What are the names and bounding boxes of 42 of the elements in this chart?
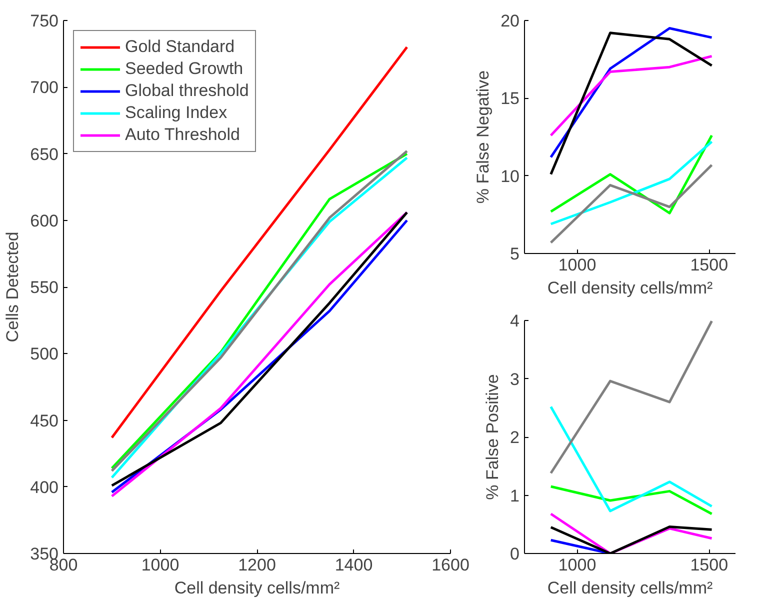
line-series xyxy=(550,54,714,137)
line-series xyxy=(550,405,714,512)
y-tick-label: 600 xyxy=(30,211,59,230)
y-tick-label: 500 xyxy=(30,344,59,364)
x-tick-label: 1500 xyxy=(690,256,728,274)
legend-label: Gold Standard xyxy=(125,37,235,57)
legend-label: Global threshold xyxy=(125,81,249,101)
legend-label: Scaling Index xyxy=(125,103,228,123)
y-tick-label: 4 xyxy=(510,312,520,330)
y-tick-label: 750 xyxy=(30,12,59,30)
x-axis-title: Cell density cells/mm² xyxy=(174,578,340,598)
x-axis-title: Cell density cells/mm² xyxy=(547,278,713,298)
y-tick-label: 1 xyxy=(510,486,520,506)
y-axis-title: % False Negative xyxy=(474,70,493,204)
line-series xyxy=(550,320,714,474)
y-tick-label: 10 xyxy=(500,166,520,186)
x-tick-label: 1000 xyxy=(141,556,180,574)
y-tick-label: 5 xyxy=(510,244,520,264)
y-tick-label: 0 xyxy=(510,544,520,564)
x-tick-label: 1000 xyxy=(558,556,596,574)
x-tick-label: 1600 xyxy=(432,556,470,574)
y-tick-label: 15 xyxy=(500,89,520,108)
y-tick-label: 2 xyxy=(510,428,520,447)
y-tick-label: 3 xyxy=(510,370,520,389)
line-series xyxy=(550,485,714,516)
x-tick-label: 1500 xyxy=(690,556,728,574)
y-tick-label: 650 xyxy=(30,144,59,164)
y-axis-title: Cells Detected xyxy=(3,232,22,342)
x-tick-label: 1200 xyxy=(238,556,276,574)
legend-label: Seeded Growth xyxy=(125,59,244,79)
line-series xyxy=(550,164,714,244)
line-series xyxy=(550,140,714,226)
x-tick-label: 1400 xyxy=(334,556,373,574)
y-tick-label: 20 xyxy=(500,12,520,30)
y-tick-label: 550 xyxy=(30,278,59,297)
legend-label: Auto Threshold xyxy=(125,125,240,145)
y-axis-title: % False Positive xyxy=(483,374,502,500)
x-axis-title: Cell density cells/mm² xyxy=(547,578,713,598)
y-tick-label: 700 xyxy=(30,78,59,98)
x-tick-label: 1000 xyxy=(558,256,596,274)
y-tick-label: 450 xyxy=(30,411,59,430)
y-tick-label: 400 xyxy=(30,478,59,497)
